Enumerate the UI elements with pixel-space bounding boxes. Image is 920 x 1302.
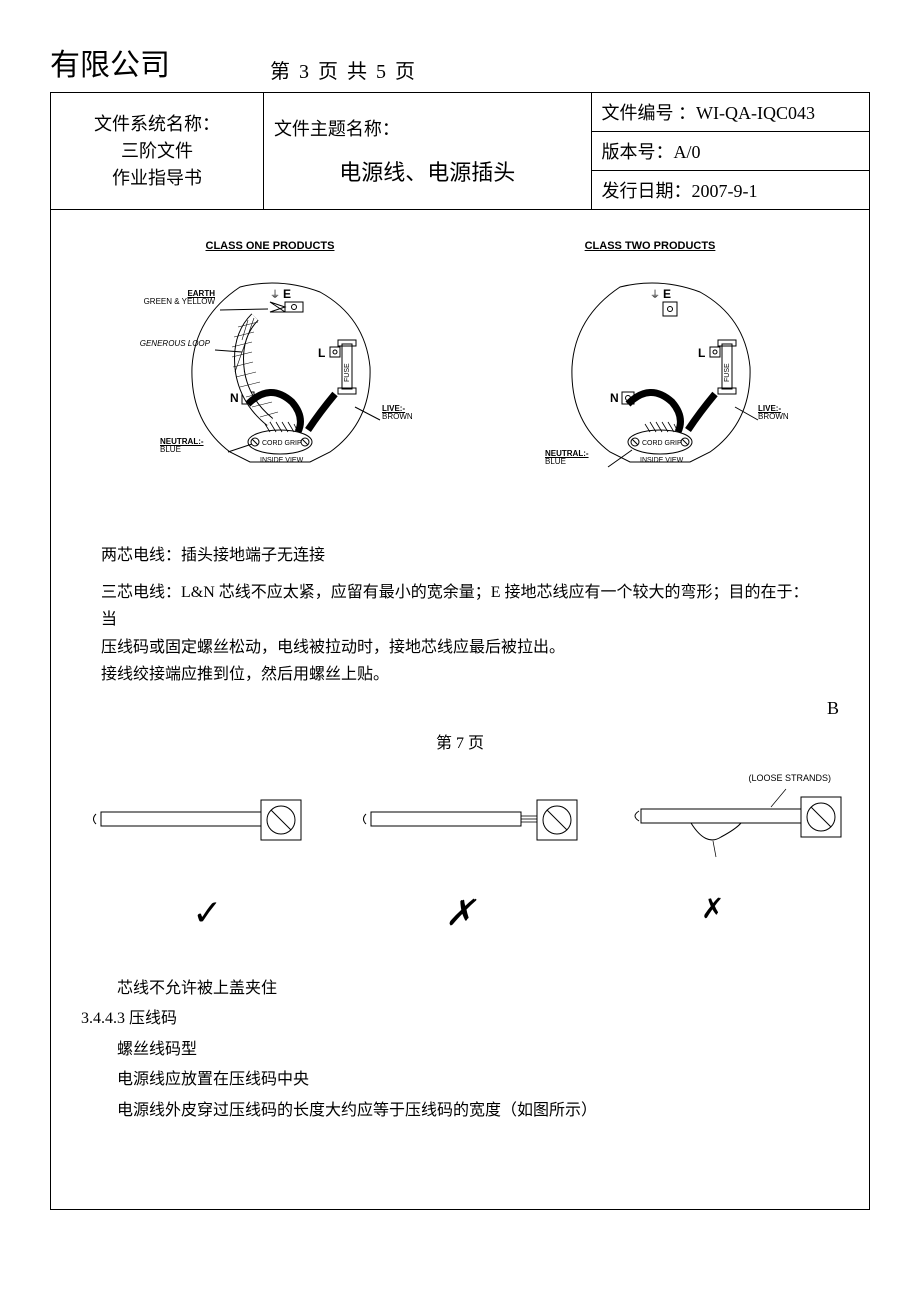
page-header: 有限公司 第 3 页 共 5 页 — [50, 40, 870, 84]
svg-text:CORD GRIP: CORD GRIP — [642, 440, 682, 447]
svg-text:E: E — [283, 287, 291, 301]
bottom-list: 芯线不允许被上盖夹住 3.4.4.3 压线码 螺丝线码型 电源线应放置在压线码中… — [81, 974, 849, 1126]
svg-text:⏚: ⏚ — [270, 289, 280, 301]
terminal-bad-2: (LOOSE STRANDS) — [621, 773, 851, 872]
svg-text:INSIDE VIEW: INSIDE VIEW — [260, 457, 304, 464]
doc-date: 发行日期：2007-9-1 — [591, 171, 869, 210]
loose-strands-label: (LOOSE STRANDS) — [621, 773, 851, 783]
para-l2: 三芯电线：L&N 芯线不应太紧，应留有最小的宽余量；E 接地芯线应有一个较大的弯… — [101, 579, 819, 633]
svg-text:L: L — [318, 346, 325, 360]
page-indicator: 第 3 页 共 5 页 — [270, 55, 417, 84]
plug-class-one: CLASS ONE PRODUCTS E ⏚ N L — [120, 240, 420, 492]
content-frame: CLASS ONE PRODUCTS E ⏚ N L — [50, 210, 870, 1210]
list-l3: 螺丝线码型 — [117, 1035, 849, 1065]
doc-subject-label: 文件主题名称： — [274, 115, 581, 141]
cross-mark-2: ✗ — [586, 892, 839, 934]
para-l3: 压线码或固定螺丝松动，电线被拉动时，接地芯线应最后被拉出。 — [101, 634, 819, 661]
check-mark: ✓ — [81, 892, 334, 934]
neutral-label-2: NEUTRAL:-BLUE — [545, 450, 589, 467]
plug-diagram-row: CLASS ONE PRODUCTS E ⏚ N L — [71, 240, 849, 492]
live-label: LIVE:-BROWN — [382, 405, 413, 422]
svg-text:CORD GRIP: CORD GRIP — [262, 440, 302, 447]
doc-system-label: 文件系统名称： — [61, 111, 253, 138]
company-name: 有限公司 — [50, 40, 170, 84]
generous-loop-label: GENEROUS LOOP — [110, 340, 210, 348]
class-one-title: CLASS ONE PRODUCTS — [120, 240, 420, 252]
class-two-title: CLASS TWO PRODUCTS — [500, 240, 800, 252]
list-l2: 3.4.4.3 压线码 — [81, 1004, 849, 1034]
svg-text:N: N — [610, 391, 619, 405]
svg-text:L: L — [698, 346, 705, 360]
letter-b: B — [71, 698, 839, 719]
list-l1: 芯线不允许被上盖夹住 — [117, 974, 849, 1004]
doc-version: 版本号：A/0 — [591, 132, 869, 171]
terminal-bad-1 — [351, 790, 601, 855]
plug-class-two: CLASS TWO PRODUCTS E ⏚ N L FUSE — [500, 240, 800, 492]
para-l1: 两芯电线：插头接地端子无连接 — [101, 542, 819, 569]
earth-label: EARTHGREEN & YELLOW — [120, 290, 215, 307]
live-label-2: LIVE:-BROWN — [758, 405, 789, 422]
doc-subject-cell: 文件主题名称： 电源线、电源插头 — [263, 93, 591, 210]
svg-text:FUSE: FUSE — [724, 363, 731, 382]
doc-system-cell: 文件系统名称： 三阶文件 作业指导书 — [51, 93, 264, 210]
para-l4: 接线绞接端应推到位，然后用螺丝上贴。 — [101, 661, 819, 688]
svg-text:E: E — [663, 287, 671, 301]
description-block: 两芯电线：插头接地端子无连接 三芯电线：L&N 芯线不应太紧，应留有最小的宽余量… — [71, 542, 849, 688]
cross-mark-1: ✗ — [334, 892, 587, 934]
svg-text:FUSE: FUSE — [344, 363, 351, 382]
list-l4: 电源线应放置在压线码中央 — [117, 1065, 849, 1095]
mark-row: ✓ ✗ ✗ — [81, 892, 839, 934]
sub-page-indicator: 第 7 页 — [71, 729, 849, 753]
doc-system-v1: 三阶文件 — [61, 138, 253, 165]
doc-number: 文件编号 ：WI-QA-IQC043 — [591, 93, 869, 132]
svg-text:⏚: ⏚ — [650, 289, 660, 301]
neutral-label: NEUTRAL:-BLUE — [160, 438, 204, 455]
svg-text:N: N — [230, 391, 239, 405]
terminal-row: (LOOSE STRANDS) — [81, 773, 839, 872]
terminal-ok — [81, 790, 331, 855]
svg-text:INSIDE VIEW: INSIDE VIEW — [640, 457, 684, 464]
doc-info-table: 文件系统名称： 三阶文件 作业指导书 文件主题名称： 电源线、电源插头 文件编号… — [50, 92, 870, 210]
doc-system-v2: 作业指导书 — [61, 165, 253, 192]
doc-subject-value: 电源线、电源插头 — [274, 155, 581, 187]
list-l5: 电源线外皮穿过压线码的长度大约应等于压线码的宽度（如图所示） — [117, 1096, 849, 1126]
